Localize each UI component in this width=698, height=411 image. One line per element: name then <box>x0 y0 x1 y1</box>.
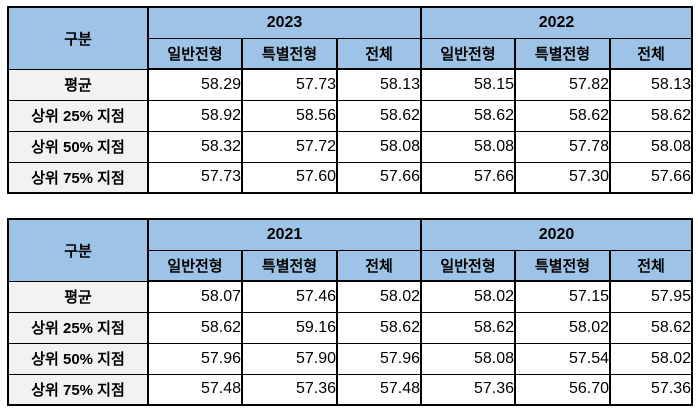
value-cell: 57.36 <box>420 373 516 406</box>
tables-container: 구분 2023 2022 일반전형 특별전형 전체 일반전형 특별전형 전체 평… <box>7 6 693 411</box>
value-cell: 58.13 <box>336 68 422 101</box>
grade-table-2023-2022: 구분 2023 2022 일반전형 특별전형 전체 일반전형 특별전형 전체 평… <box>7 6 693 194</box>
value-cell: 57.95 <box>609 280 693 313</box>
value-cell: 58.56 <box>241 99 338 132</box>
value-cell: 58.62 <box>336 99 422 132</box>
value-cell: 57.66 <box>420 161 516 194</box>
table-row: 상위 75% 지점 57.73 57.60 57.66 57.66 57.30 … <box>7 161 693 194</box>
value-cell: 57.30 <box>514 161 611 194</box>
value-cell: 57.73 <box>147 161 243 194</box>
value-cell: 58.02 <box>336 280 422 313</box>
value-cell: 58.15 <box>420 68 516 101</box>
year-header-2023: 2023 <box>147 6 422 39</box>
value-cell: 57.54 <box>514 342 611 375</box>
value-cell: 58.07 <box>147 280 243 313</box>
value-cell: 59.16 <box>241 311 338 344</box>
table-row: 평균 58.29 57.73 58.13 58.15 57.82 58.13 <box>7 68 693 101</box>
year-header-2022: 2022 <box>420 6 693 39</box>
track-header: 일반전형 <box>147 249 243 282</box>
track-header: 전체 <box>609 37 693 70</box>
value-cell: 57.73 <box>241 68 338 101</box>
track-header: 전체 <box>336 37 422 70</box>
value-cell: 57.48 <box>336 373 422 406</box>
value-cell: 58.32 <box>147 130 243 163</box>
table-row: 상위 75% 지점 57.48 57.36 57.48 57.36 56.70 … <box>7 373 693 406</box>
value-cell: 57.72 <box>241 130 338 163</box>
track-header: 특별전형 <box>241 37 338 70</box>
value-cell: 58.08 <box>420 342 516 375</box>
table-row: 상위 50% 지점 58.32 57.72 58.08 58.08 57.78 … <box>7 130 693 163</box>
value-cell: 57.15 <box>514 280 611 313</box>
value-cell: 58.62 <box>420 311 516 344</box>
row-label: 상위 75% 지점 <box>7 161 149 194</box>
value-cell: 57.96 <box>336 342 422 375</box>
value-cell: 58.62 <box>609 99 693 132</box>
value-cell: 58.02 <box>609 342 693 375</box>
row-label: 상위 50% 지점 <box>7 130 149 163</box>
track-header: 특별전형 <box>241 249 338 282</box>
value-cell: 58.02 <box>514 311 611 344</box>
row-label: 상위 25% 지점 <box>7 311 149 344</box>
table-row: 상위 25% 지점 58.62 59.16 58.62 58.62 58.02 … <box>7 311 693 344</box>
value-cell: 57.78 <box>514 130 611 163</box>
value-cell: 57.66 <box>336 161 422 194</box>
table-row: 상위 25% 지점 58.92 58.56 58.62 58.62 58.62 … <box>7 99 693 132</box>
value-cell: 58.62 <box>514 99 611 132</box>
value-cell: 57.36 <box>241 373 338 406</box>
value-cell: 58.02 <box>420 280 516 313</box>
value-cell: 57.90 <box>241 342 338 375</box>
value-cell: 57.66 <box>609 161 693 194</box>
value-cell: 58.62 <box>609 311 693 344</box>
row-label: 상위 75% 지점 <box>7 373 149 406</box>
value-cell: 58.08 <box>609 130 693 163</box>
value-cell: 58.13 <box>609 68 693 101</box>
corner-header: 구분 <box>7 218 149 282</box>
year-header-row: 구분 2021 2020 <box>7 218 693 282</box>
value-cell: 57.82 <box>514 68 611 101</box>
year-header-2020: 2020 <box>420 218 693 251</box>
track-header: 전체 <box>609 249 693 282</box>
grade-table-2021-2020: 구분 2021 2020 일반전형 특별전형 전체 일반전형 특별전형 전체 평… <box>7 218 693 406</box>
table-row: 상위 50% 지점 57.96 57.90 57.96 58.08 57.54 … <box>7 342 693 375</box>
value-cell: 57.36 <box>609 373 693 406</box>
value-cell: 58.62 <box>147 311 243 344</box>
corner-header: 구분 <box>7 6 149 70</box>
year-header-2021: 2021 <box>147 218 422 251</box>
track-header: 특별전형 <box>514 37 611 70</box>
track-header-row: 일반전형 특별전형 전체 일반전형 특별전형 전체 <box>8 249 693 282</box>
track-header: 전체 <box>336 249 422 282</box>
row-label: 평균 <box>7 68 149 101</box>
value-cell: 58.08 <box>336 130 422 163</box>
track-header: 일반전형 <box>420 249 516 282</box>
value-cell: 58.62 <box>420 99 516 132</box>
track-header: 특별전형 <box>514 249 611 282</box>
value-cell: 58.08 <box>420 130 516 163</box>
track-header: 일반전형 <box>147 37 243 70</box>
value-cell: 58.92 <box>147 99 243 132</box>
row-label: 상위 50% 지점 <box>7 342 149 375</box>
value-cell: 58.29 <box>147 68 243 101</box>
value-cell: 56.70 <box>514 373 611 406</box>
year-header-row: 구분 2023 2022 <box>7 6 693 70</box>
value-cell: 57.60 <box>241 161 338 194</box>
value-cell: 57.96 <box>147 342 243 375</box>
value-cell: 57.48 <box>147 373 243 406</box>
track-header: 일반전형 <box>420 37 516 70</box>
value-cell: 57.46 <box>241 280 338 313</box>
track-header-row: 일반전형 특별전형 전체 일반전형 특별전형 전체 <box>8 37 693 70</box>
table-row: 평균 58.07 57.46 58.02 58.02 57.15 57.95 <box>7 280 693 313</box>
row-label: 평균 <box>7 280 149 313</box>
row-label: 상위 25% 지점 <box>7 99 149 132</box>
value-cell: 58.62 <box>336 311 422 344</box>
